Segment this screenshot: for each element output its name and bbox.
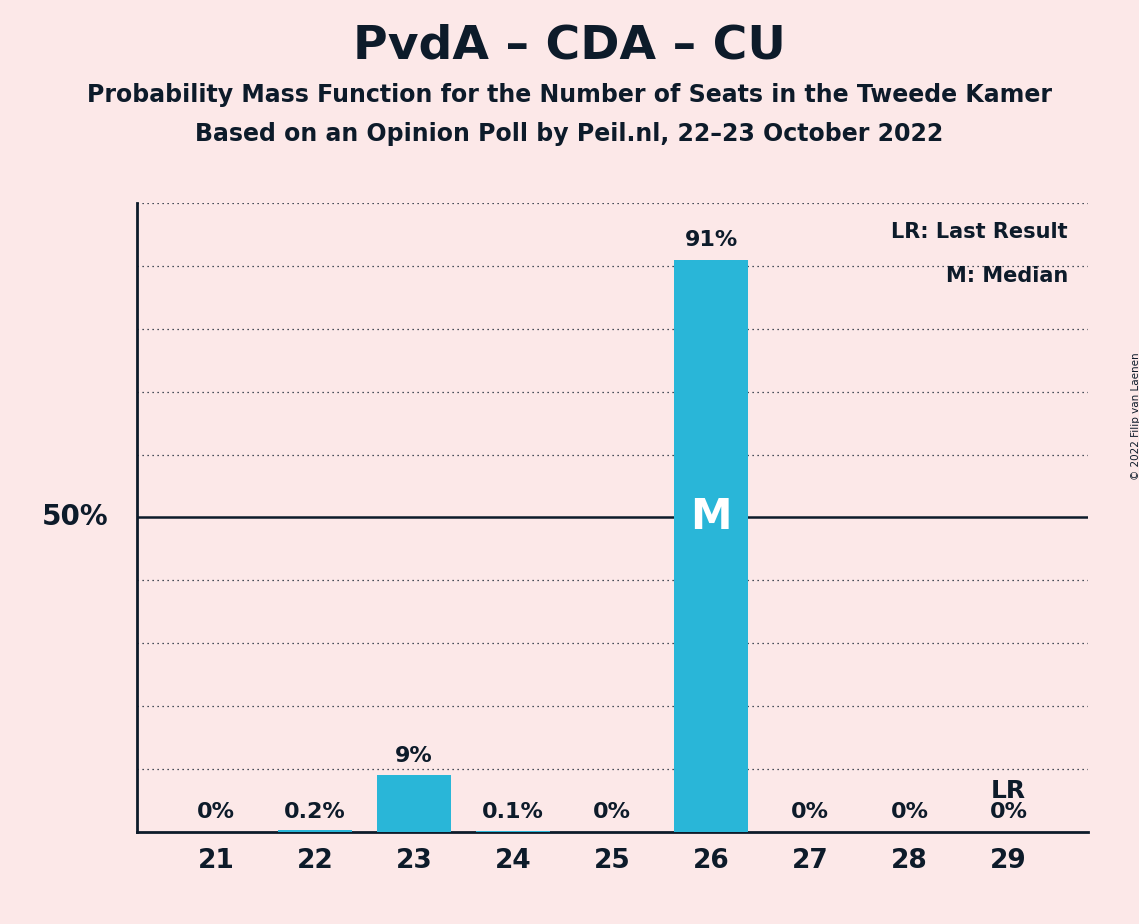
Text: 0%: 0% bbox=[891, 802, 928, 822]
Text: LR: Last Result: LR: Last Result bbox=[892, 222, 1068, 242]
Text: M: Median: M: Median bbox=[945, 266, 1068, 286]
Text: 0%: 0% bbox=[593, 802, 631, 822]
Text: 91%: 91% bbox=[685, 230, 738, 250]
Bar bbox=[674, 260, 748, 832]
Text: LR: LR bbox=[991, 779, 1026, 803]
Bar bbox=[377, 775, 451, 832]
Text: 0%: 0% bbox=[990, 802, 1027, 822]
Text: © 2022 Filip van Laenen: © 2022 Filip van Laenen bbox=[1131, 352, 1139, 480]
Text: 50%: 50% bbox=[41, 504, 108, 531]
Text: 0%: 0% bbox=[792, 802, 829, 822]
Text: PvdA – CDA – CU: PvdA – CDA – CU bbox=[353, 23, 786, 68]
Bar bbox=[278, 831, 352, 832]
Text: 0.1%: 0.1% bbox=[482, 802, 544, 822]
Text: 0.2%: 0.2% bbox=[284, 802, 346, 822]
Text: Probability Mass Function for the Number of Seats in the Tweede Kamer: Probability Mass Function for the Number… bbox=[87, 83, 1052, 107]
Text: 0%: 0% bbox=[197, 802, 235, 822]
Text: 9%: 9% bbox=[395, 746, 433, 766]
Text: Based on an Opinion Poll by Peil.nl, 22–23 October 2022: Based on an Opinion Poll by Peil.nl, 22–… bbox=[196, 122, 943, 146]
Text: M: M bbox=[690, 496, 732, 539]
